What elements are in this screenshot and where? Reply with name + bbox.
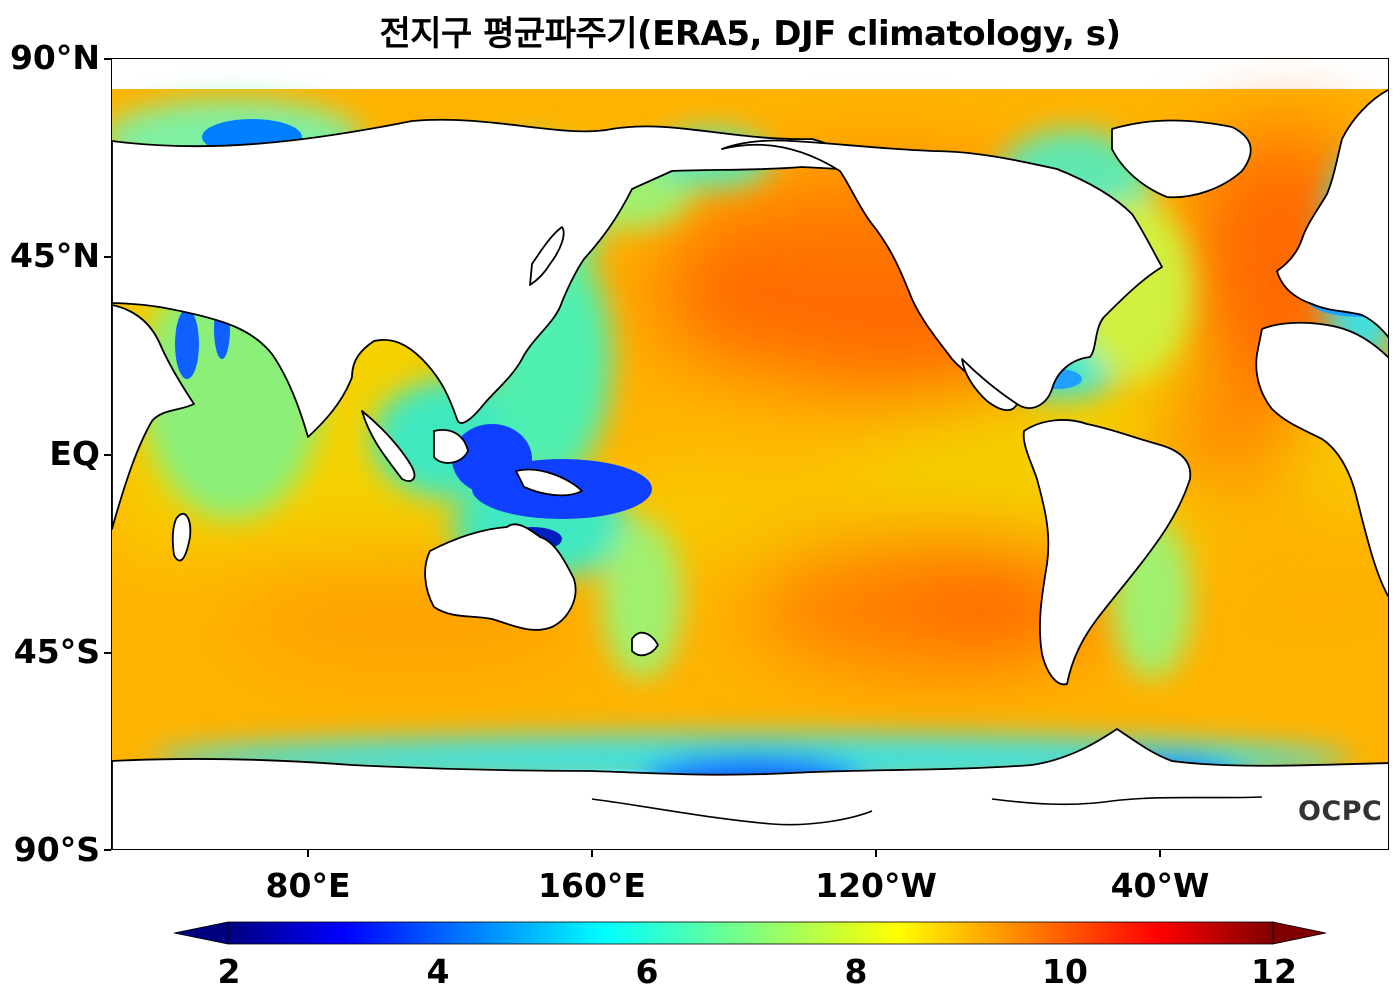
- y-tick-label: EQ: [49, 434, 100, 473]
- colorbar-tick-label: 6: [635, 952, 659, 991]
- chart-title: 전지구 평균파주기(ERA5, DJF climatology, s): [379, 14, 1121, 54]
- x-tick-mark: [307, 850, 309, 857]
- wave-period-field: [112, 89, 1388, 849]
- map-panel: [111, 58, 1389, 850]
- x-tick-label: 120°W: [815, 866, 937, 905]
- colorbar-tick-label: 4: [426, 952, 450, 991]
- ocpc-logo: OCPC: [1298, 796, 1383, 827]
- colorbar-tick-label: 8: [844, 952, 868, 991]
- antarctic-coast: [591, 796, 1263, 826]
- y-tick-mark: [104, 454, 111, 456]
- colorbar-max-extend: [1272, 921, 1327, 945]
- y-tick-mark: [104, 849, 111, 851]
- ocean-field: [112, 89, 1388, 819]
- y-tick-label: 45°S: [13, 632, 100, 671]
- x-tick-mark: [1159, 850, 1161, 857]
- colorbar: [174, 921, 1327, 945]
- x-tick-label: 160°E: [538, 866, 646, 905]
- x-tick-label: 40°W: [1110, 866, 1210, 905]
- x-tick-label: 80°E: [265, 866, 351, 905]
- colorbar-tick-label: 12: [1251, 952, 1297, 991]
- colorbar-min-extend: [174, 921, 229, 945]
- y-tick-label: 90°N: [9, 38, 100, 77]
- x-tick-mark: [875, 850, 877, 857]
- colorbar-gradient: [227, 921, 1274, 945]
- y-tick-label: 90°S: [13, 830, 100, 869]
- y-tick-mark: [104, 256, 111, 258]
- land-masses: [112, 89, 1388, 849]
- y-tick-mark: [104, 652, 111, 654]
- colorbar-tick-label: 10: [1042, 952, 1088, 991]
- colorbar-tick-label: 2: [217, 952, 241, 991]
- y-tick-mark: [104, 58, 111, 60]
- x-tick-mark: [591, 850, 593, 857]
- y-tick-label: 45°N: [9, 236, 100, 275]
